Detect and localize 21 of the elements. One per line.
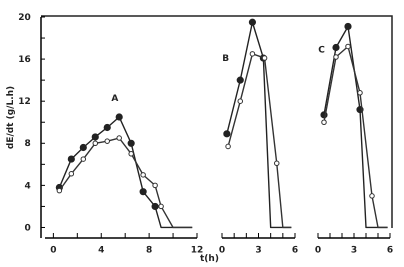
- y-tick-label: 8: [24, 139, 31, 150]
- x-tick-label: 3: [350, 246, 358, 256]
- x-tick-label: 6: [292, 246, 298, 256]
- x-tick-label: 0: [218, 246, 226, 256]
- y-tick-label: 4: [24, 181, 31, 192]
- y-tick-label: 0: [24, 223, 31, 234]
- annotation: A: [111, 94, 118, 104]
- y-tick-label: 20: [18, 12, 31, 23]
- annotation: B: [222, 54, 230, 64]
- x-tick-label: 4: [98, 246, 104, 256]
- y-tick-label: 16: [18, 54, 31, 65]
- x-tick-label: 0: [50, 246, 57, 256]
- x-tick-label: 3: [255, 246, 262, 256]
- x-tick-label: 6: [386, 246, 394, 256]
- x-tick-label: 12: [190, 246, 204, 256]
- x-tick-label: 0: [314, 246, 322, 256]
- x-axis-title: t(h): [200, 254, 219, 264]
- y-axis-title: dE/dt (g/L.h): [6, 86, 16, 150]
- annotation: C: [318, 45, 326, 56]
- x-tick-label: 8: [146, 246, 152, 256]
- y-tick-label: 12: [18, 97, 31, 108]
